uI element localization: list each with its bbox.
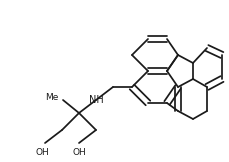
Text: OH: OH [72,148,86,157]
Text: OH: OH [35,148,49,157]
Text: NH: NH [89,95,103,105]
Text: Me: Me [45,93,58,103]
